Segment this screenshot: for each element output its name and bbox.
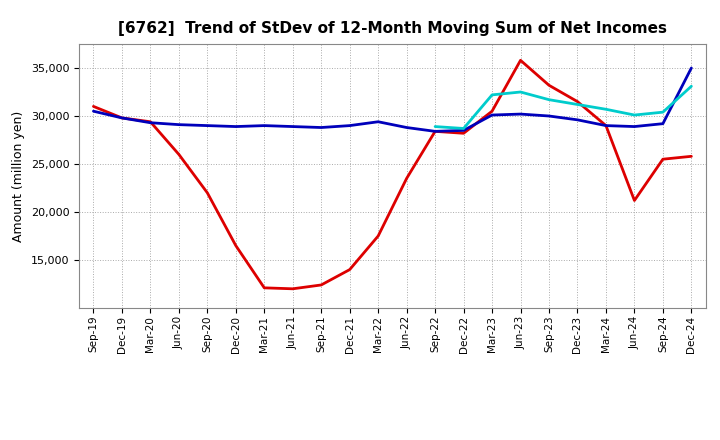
3 Years bbox=[260, 285, 269, 290]
5 Years bbox=[602, 123, 611, 128]
7 Years bbox=[602, 106, 611, 112]
5 Years bbox=[174, 122, 183, 127]
7 Years bbox=[516, 89, 525, 95]
3 Years bbox=[602, 123, 611, 128]
3 Years bbox=[117, 115, 126, 121]
3 Years bbox=[459, 131, 468, 136]
3 Years bbox=[573, 99, 582, 104]
5 Years bbox=[630, 124, 639, 129]
7 Years bbox=[573, 102, 582, 107]
5 Years bbox=[260, 123, 269, 128]
5 Years bbox=[487, 112, 496, 117]
3 Years bbox=[374, 233, 382, 238]
5 Years bbox=[545, 114, 554, 119]
3 Years bbox=[346, 267, 354, 272]
5 Years bbox=[346, 123, 354, 128]
3 Years bbox=[659, 157, 667, 162]
7 Years bbox=[431, 124, 439, 129]
3 Years bbox=[89, 104, 98, 109]
Line: 7 Years: 7 Years bbox=[435, 86, 691, 128]
3 Years bbox=[516, 58, 525, 63]
5 Years bbox=[659, 121, 667, 126]
3 Years bbox=[545, 83, 554, 88]
5 Years bbox=[117, 115, 126, 121]
5 Years bbox=[146, 120, 155, 125]
7 Years bbox=[487, 92, 496, 98]
3 Years bbox=[317, 282, 325, 288]
Y-axis label: Amount (million yen): Amount (million yen) bbox=[12, 110, 25, 242]
5 Years bbox=[232, 124, 240, 129]
Line: 5 Years: 5 Years bbox=[94, 68, 691, 132]
5 Years bbox=[317, 125, 325, 130]
Title: [6762]  Trend of StDev of 12-Month Moving Sum of Net Incomes: [6762] Trend of StDev of 12-Month Moving… bbox=[118, 21, 667, 36]
3 Years bbox=[402, 176, 411, 181]
5 Years bbox=[374, 119, 382, 125]
3 Years bbox=[203, 190, 212, 195]
5 Years bbox=[402, 125, 411, 130]
Line: 3 Years: 3 Years bbox=[94, 60, 691, 289]
5 Years bbox=[459, 128, 468, 133]
3 Years bbox=[232, 243, 240, 248]
7 Years bbox=[459, 126, 468, 131]
5 Years bbox=[203, 123, 212, 128]
5 Years bbox=[516, 111, 525, 117]
3 Years bbox=[687, 154, 696, 159]
5 Years bbox=[687, 66, 696, 71]
7 Years bbox=[630, 112, 639, 117]
7 Years bbox=[659, 110, 667, 115]
3 Years bbox=[289, 286, 297, 291]
7 Years bbox=[545, 97, 554, 103]
5 Years bbox=[89, 109, 98, 114]
3 Years bbox=[431, 129, 439, 134]
3 Years bbox=[487, 109, 496, 114]
3 Years bbox=[630, 198, 639, 203]
5 Years bbox=[431, 129, 439, 134]
3 Years bbox=[146, 119, 155, 125]
5 Years bbox=[289, 124, 297, 129]
3 Years bbox=[174, 152, 183, 157]
7 Years bbox=[687, 84, 696, 89]
5 Years bbox=[573, 117, 582, 122]
